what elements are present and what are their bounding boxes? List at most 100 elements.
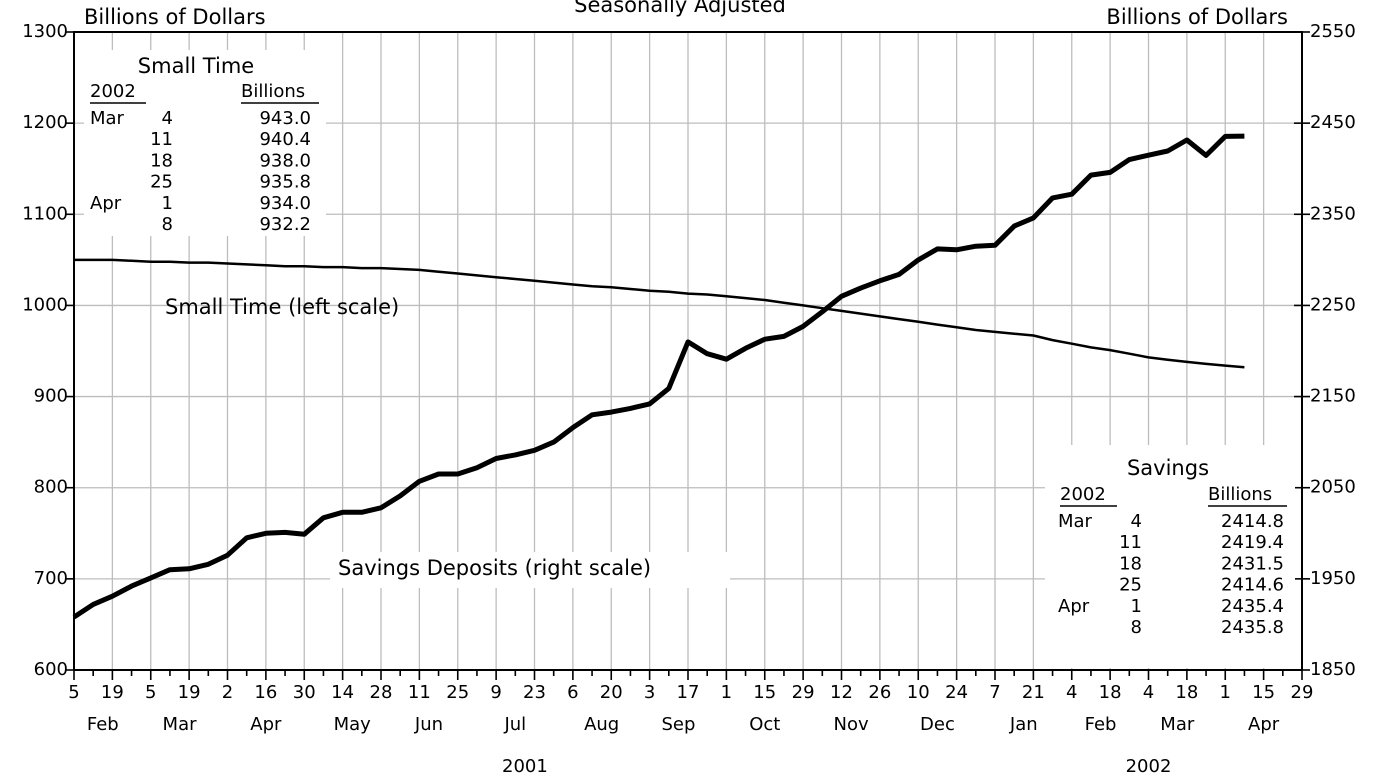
inset-title: Savings [1127, 456, 1209, 480]
x-tick-label: 5 [145, 682, 156, 703]
inset-title: Small Time [138, 54, 254, 78]
x-tick-label: 15 [1252, 682, 1275, 703]
x-tick-label: 4 [1066, 682, 1077, 703]
x-tick-label: 24 [945, 682, 968, 703]
inset-day: 1 [162, 193, 173, 214]
inset-day: 8 [1131, 617, 1142, 638]
y2-tick-label: 2550 [1310, 21, 1356, 42]
y2-tick-label: 1950 [1310, 568, 1356, 589]
y-tick-label: 800 [34, 477, 68, 498]
x-tick-label: 29 [792, 682, 815, 703]
x-tick-label: 25 [446, 682, 469, 703]
inset-value: 2414.6 [1221, 575, 1284, 596]
month-label: Mar [1160, 714, 1195, 735]
series-label: Small Time (left scale) [165, 295, 399, 319]
x-tick-label: 29 [1291, 682, 1314, 703]
x-tick-label: 19 [101, 682, 124, 703]
y2-tick-label: 2350 [1310, 203, 1356, 224]
x-tick-label: 1 [1220, 682, 1231, 703]
x-tick-label: 4 [1143, 682, 1154, 703]
x-tick-label: 12 [830, 682, 853, 703]
y-axis-label: Billions of Dollars [84, 5, 266, 29]
y-tick-label: 1200 [22, 112, 68, 133]
inset-day: 18 [150, 150, 173, 171]
inset-value: 2435.4 [1221, 596, 1284, 617]
plot-frame [73, 31, 1303, 671]
x-tick-label: 16 [254, 682, 277, 703]
y2-tick-label: 2150 [1310, 386, 1356, 407]
inset-value: 2419.4 [1221, 532, 1284, 553]
year-label: 2002 [1126, 756, 1172, 777]
inset-day: 11 [150, 129, 173, 150]
month-label: Apr [250, 714, 282, 735]
x-tick-label: 10 [907, 682, 930, 703]
inset-header: 2002 [90, 81, 136, 102]
month-label: Jun [414, 714, 443, 735]
inset-value: 2435.8 [1221, 617, 1284, 638]
x-tick-label: 11 [408, 682, 431, 703]
month-label: Oct [749, 714, 780, 735]
inset-day: 1 [1131, 596, 1142, 617]
y2-tick-label: 1850 [1310, 659, 1356, 680]
x-tick-label: 30 [293, 682, 316, 703]
x-tick-label: 5 [68, 682, 79, 703]
x-tick-label: 18 [1099, 682, 1122, 703]
inset-day: 8 [162, 214, 173, 235]
inset-background [1045, 445, 1295, 668]
inset-day: 11 [1119, 532, 1142, 553]
month-label: Aug [584, 714, 619, 735]
month-label: Sep [661, 714, 695, 735]
x-tick-label: 1 [721, 682, 732, 703]
inset-value: 935.8 [259, 172, 311, 193]
inset-header: Billions [1208, 484, 1272, 505]
y2-tick-label: 2250 [1310, 294, 1356, 315]
x-tick-label: 7 [989, 682, 1000, 703]
x-tick-label: 14 [331, 682, 354, 703]
month-label: Feb [87, 714, 119, 735]
inset-header: Billions [241, 81, 305, 102]
inset-day: 4 [1131, 511, 1142, 532]
month-label: Dec [920, 714, 955, 735]
inset-month: Mar [1058, 511, 1093, 532]
series-line [72, 133, 1245, 620]
inset-value: 2414.8 [1221, 511, 1284, 532]
x-tick-label: 26 [868, 682, 891, 703]
month-label: Nov [834, 714, 869, 735]
inset-background [84, 50, 326, 236]
month-label: Jul [503, 714, 526, 735]
x-tick-label: 6 [567, 682, 578, 703]
inset-month: Mar [90, 108, 125, 129]
y2-tick-label: 2450 [1310, 112, 1356, 133]
x-tick-label: 23 [523, 682, 546, 703]
inset-value: 2431.5 [1221, 553, 1284, 574]
inset-day: 25 [1119, 575, 1142, 596]
inset-value: 938.0 [259, 150, 311, 171]
y-tick-label: 700 [34, 568, 68, 589]
y-tick-label: 900 [34, 386, 68, 407]
month-label: Feb [1085, 714, 1117, 735]
x-tick-label: 19 [178, 682, 201, 703]
chart-title: Seasonally Adjusted [574, 0, 786, 17]
inset-day: 25 [150, 172, 173, 193]
y-tick-label: 1300 [22, 21, 68, 42]
x-tick-label: 17 [677, 682, 700, 703]
inset-value: 932.2 [259, 214, 311, 235]
y-tick-label: 1100 [22, 203, 68, 224]
inset-month: Apr [90, 193, 122, 214]
x-tick-label: 21 [1022, 682, 1045, 703]
y-tick-label: 1000 [22, 294, 68, 315]
inset-month: Apr [1058, 596, 1090, 617]
month-label: May [334, 714, 372, 735]
x-tick-label: 18 [1175, 682, 1198, 703]
inset-value: 943.0 [259, 108, 311, 129]
label-background [330, 552, 730, 588]
year-label: 2001 [502, 756, 548, 777]
x-tick-label: 15 [753, 682, 776, 703]
inset-value: 940.4 [259, 129, 311, 150]
x-tick-label: 9 [490, 682, 501, 703]
inset-day: 4 [162, 108, 173, 129]
month-label: Apr [1248, 714, 1280, 735]
month-label: Mar [163, 714, 198, 735]
inset-header: 2002 [1060, 484, 1106, 505]
